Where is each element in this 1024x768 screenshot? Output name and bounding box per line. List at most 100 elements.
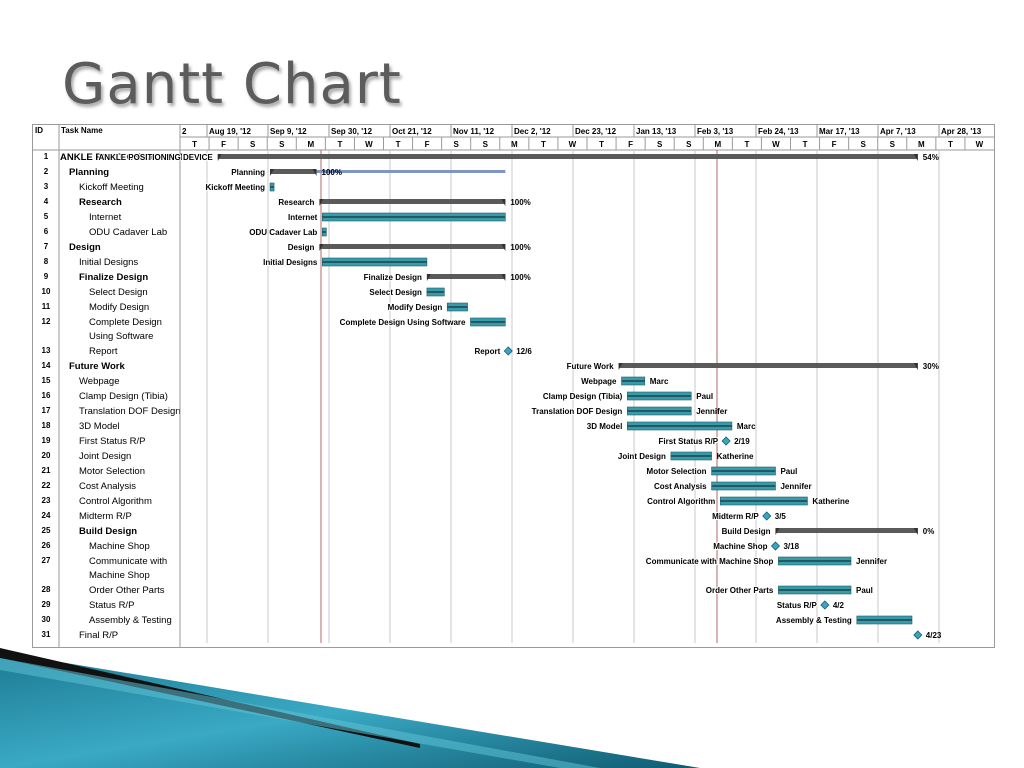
summary-bar-cap bbox=[319, 199, 324, 206]
timescale-day-label: S bbox=[657, 140, 663, 149]
task-id: 25 bbox=[41, 526, 51, 535]
summary-bar-cap bbox=[913, 363, 918, 370]
task-progress-line bbox=[670, 455, 712, 457]
timescale-day-label: S bbox=[250, 140, 256, 149]
timescale-month-label: Mar 17, '13 bbox=[819, 127, 860, 136]
task-name: Control Algorithm bbox=[79, 496, 152, 507]
summary-bar-cap bbox=[319, 244, 324, 251]
task-name: Research bbox=[79, 197, 122, 208]
task-bar-label: Research bbox=[278, 198, 314, 207]
task-bar-label: Build Design bbox=[722, 527, 771, 536]
task-bar-label: Complete Design Using Software bbox=[340, 318, 466, 327]
task-progress-line bbox=[322, 216, 506, 218]
timescale-month-label: 2 bbox=[182, 127, 187, 136]
summary-bar bbox=[319, 244, 506, 249]
task-bar-annotation: 0% bbox=[923, 527, 935, 536]
task-id: 7 bbox=[43, 242, 49, 251]
task-id: 19 bbox=[41, 436, 51, 445]
task-bar-label: Report bbox=[474, 347, 500, 356]
task-name: ANKLE POSITIONING DEVICE bbox=[60, 152, 196, 163]
task-name: Report bbox=[89, 346, 118, 357]
task-id: 23 bbox=[41, 496, 51, 505]
task-progress-line bbox=[447, 306, 468, 308]
timescale-day-label: T bbox=[541, 140, 546, 149]
task-bar-label: Modify Design bbox=[388, 303, 443, 312]
task-id: 26 bbox=[41, 541, 51, 550]
task-progress-line bbox=[627, 425, 732, 427]
task-name: Complete Design Using Software bbox=[89, 317, 162, 342]
task-bar-annotation: 12/6 bbox=[516, 347, 532, 356]
summary-bar-cap bbox=[618, 363, 623, 370]
task-bar-annotation: 100% bbox=[510, 198, 530, 207]
timescale-day-label: T bbox=[337, 140, 342, 149]
timescale-day-label: T bbox=[396, 140, 401, 149]
task-bar-label: Future Work bbox=[567, 362, 615, 371]
task-bar-label: Planning bbox=[231, 168, 265, 177]
task-bar-label: Initial Designs bbox=[263, 258, 318, 267]
timescale-month-label: Nov 11, '12 bbox=[453, 127, 495, 136]
task-name: Planning bbox=[69, 167, 110, 178]
task-bar-label: Kickoff Meeting bbox=[205, 183, 265, 192]
task-bar-label: Motor Selection bbox=[647, 467, 707, 476]
slide-decoration bbox=[0, 648, 700, 768]
summary-bar bbox=[426, 274, 506, 279]
summary-bar-cap bbox=[217, 154, 222, 161]
summary-bar-cap bbox=[913, 154, 918, 161]
timescale-day-label: W bbox=[569, 140, 577, 149]
task-name: Motor Selection bbox=[79, 466, 146, 477]
task-id: 11 bbox=[41, 302, 51, 311]
task-id: 13 bbox=[41, 346, 51, 355]
timescale-month-label: Feb 24, '13 bbox=[758, 127, 799, 136]
task-id: 20 bbox=[41, 451, 51, 460]
task-progress-line bbox=[778, 560, 851, 562]
milestone-marker bbox=[913, 630, 923, 640]
timescale-day-label: M bbox=[714, 140, 721, 149]
timescale-month-label: Jan 13, '13 bbox=[636, 127, 677, 136]
timescale-day-label: T bbox=[803, 140, 808, 149]
timescale-day-label: F bbox=[832, 140, 837, 149]
task-id: 5 bbox=[43, 212, 49, 221]
task-bar-label: ANKLE POSITIONING DEVICE bbox=[99, 153, 214, 162]
task-progress-line bbox=[470, 321, 506, 323]
summary-bar bbox=[775, 528, 918, 533]
task-name: Translation DOF Design bbox=[79, 406, 181, 417]
task-id: 2 bbox=[43, 167, 49, 176]
task-bar-annotation: Paul bbox=[696, 392, 713, 401]
task-bar-annotation: Katherine bbox=[717, 452, 754, 461]
timescale-day-label: S bbox=[861, 140, 867, 149]
task-name: Future Work bbox=[69, 361, 125, 372]
task-bar-annotation: 100% bbox=[510, 273, 530, 282]
task-bar-annotation: Jennifer bbox=[856, 557, 887, 566]
task-name: Assembly & Testing bbox=[89, 615, 172, 626]
task-progress-line bbox=[711, 470, 776, 472]
task-bar-annotation: 100% bbox=[322, 168, 342, 177]
task-progress-line bbox=[270, 186, 275, 188]
task-name: Initial Designs bbox=[79, 257, 139, 268]
timescale-day-label: S bbox=[454, 140, 460, 149]
task-name: Select Design bbox=[89, 287, 148, 298]
task-bar-annotation: Marc bbox=[737, 422, 756, 431]
slide-title: Gantt Chart bbox=[62, 52, 402, 117]
task-progress-line bbox=[322, 261, 427, 263]
task-progress-line bbox=[627, 395, 692, 397]
task-bar-label: Machine Shop bbox=[713, 542, 767, 551]
timescale-day-label: M bbox=[918, 140, 925, 149]
task-id: 1 bbox=[43, 152, 49, 161]
task-bar-label: Midterm R/P bbox=[712, 512, 759, 521]
task-id: 31 bbox=[41, 630, 51, 639]
task-name: Modify Design bbox=[89, 302, 150, 313]
task-id: 8 bbox=[43, 257, 49, 266]
summary-bar-cap bbox=[501, 244, 506, 251]
timescale-day-label: W bbox=[365, 140, 373, 149]
timescale-day-label: M bbox=[511, 140, 518, 149]
task-bar-label: Design bbox=[288, 243, 315, 252]
task-bar-label: Assembly & Testing bbox=[776, 616, 852, 625]
timescale-month-label: Apr 7, '13 bbox=[880, 127, 916, 136]
timescale-day-label: T bbox=[948, 140, 953, 149]
task-name: Communicate with Machine Shop bbox=[89, 556, 168, 581]
timescale-month-label: Apr 28, '13 bbox=[941, 127, 982, 136]
timescale-day-label: S bbox=[686, 140, 692, 149]
task-bar-label: Translation DOF Design bbox=[532, 407, 623, 416]
task-progress-line bbox=[856, 619, 912, 621]
task-id: 12 bbox=[41, 317, 51, 326]
